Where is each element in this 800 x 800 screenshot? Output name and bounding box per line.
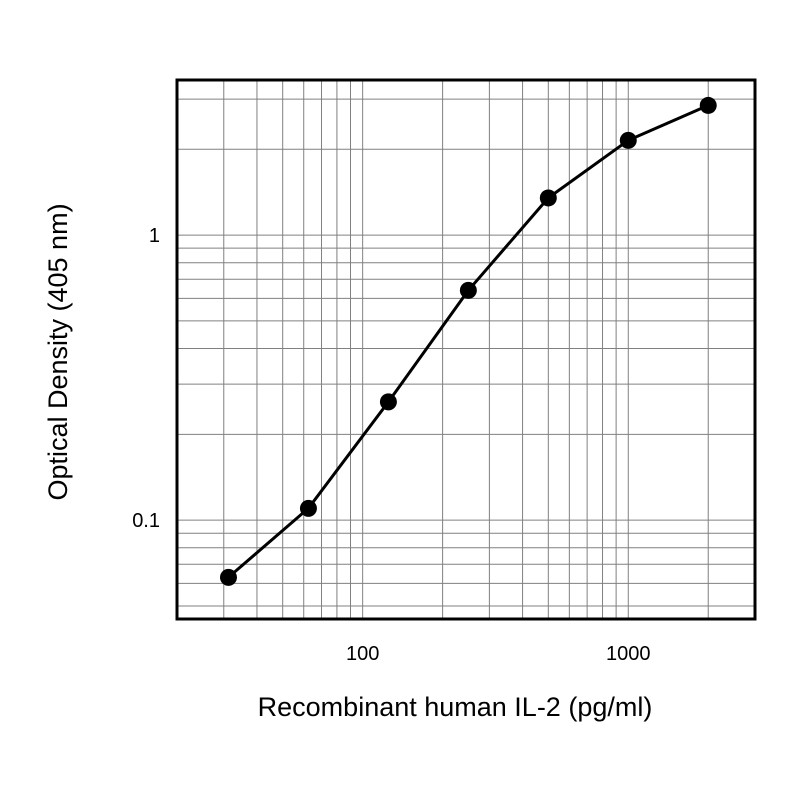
plot-frame bbox=[175, 78, 757, 621]
data-point bbox=[459, 281, 477, 299]
x-tick-labels: 100 1000 bbox=[346, 643, 651, 665]
x-tick-label: 1000 bbox=[606, 643, 651, 665]
data-point bbox=[699, 96, 717, 114]
x-axis-title: Recombinant human IL-2 (pg/ml) bbox=[258, 692, 653, 722]
data-point bbox=[539, 189, 557, 207]
y-axis-title: Optical Density (405 nm) bbox=[43, 203, 73, 500]
data-point bbox=[619, 131, 637, 149]
data-point bbox=[299, 499, 317, 517]
y-tick-labels: 0.11 bbox=[132, 225, 160, 532]
y-tick-label: 1 bbox=[149, 225, 160, 247]
data-point bbox=[219, 568, 237, 586]
data-point bbox=[379, 393, 397, 411]
grid bbox=[177, 80, 755, 619]
x-tick-label: 100 bbox=[346, 643, 379, 665]
series bbox=[219, 96, 717, 586]
y-tick-label: 0.1 bbox=[132, 510, 160, 532]
